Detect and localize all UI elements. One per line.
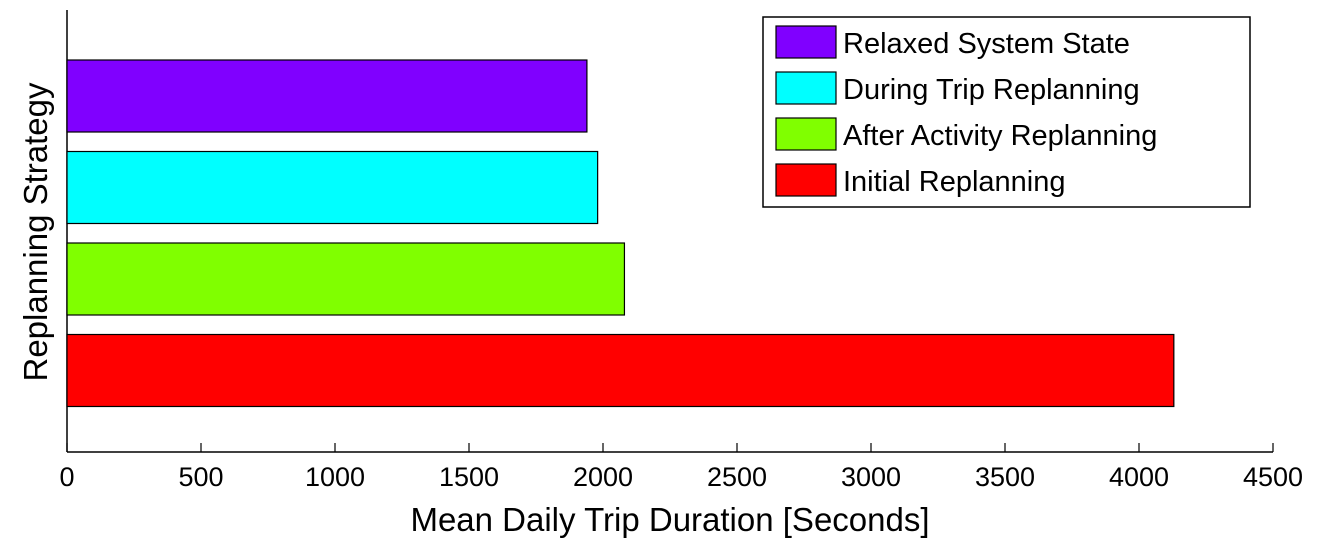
x-tick-label: 1500: [439, 462, 499, 492]
legend-label: Initial Replanning: [843, 166, 1065, 198]
legend-swatch: [775, 117, 837, 151]
legend-label: After Activity Replanning: [843, 120, 1157, 152]
bar-initial-replanning: [66, 333, 1175, 408]
legend-swatch: [775, 71, 837, 105]
legend-swatch: [775, 25, 837, 59]
x-ticks: 0 500 1000 1500 2000 2500 3000 3500 4000 4500: [59, 443, 1303, 492]
x-tick-label: 500: [178, 462, 223, 492]
y-axis-label: Replanning Strategy: [17, 82, 54, 382]
legend-items: Relaxed System State During Trip Replanni…: [775, 25, 1157, 198]
x-tick-label: 2000: [573, 462, 633, 492]
legend-box: [762, 16, 1251, 208]
x-tick-label: 3000: [841, 462, 901, 492]
bar-after-activity-replanning: [66, 242, 626, 316]
legend-label: During Trip Replanning: [843, 74, 1140, 106]
x-axis-label: Mean Daily Trip Duration [Seconds]: [410, 501, 929, 538]
bars: [66, 59, 1175, 408]
legend: Relaxed System State During Trip Replanni…: [762, 16, 1251, 208]
x-tick-label: 3500: [975, 462, 1035, 492]
plot-area: 0 500 1000 1500 2000 2500 3000 3500 4000 4500: [59, 10, 1303, 492]
legend-label: Relaxed System State: [843, 28, 1130, 60]
x-tick-label: 0: [59, 462, 74, 492]
x-tick-label: 4000: [1109, 462, 1169, 492]
bar-during-trip-replanning: [66, 150, 599, 225]
x-tick-label: 4500: [1243, 462, 1303, 492]
legend-swatch: [775, 163, 837, 197]
x-tick-label: 1000: [305, 462, 365, 492]
bar-relaxed-system-state: [66, 59, 588, 133]
x-tick-label: 2500: [707, 462, 767, 492]
